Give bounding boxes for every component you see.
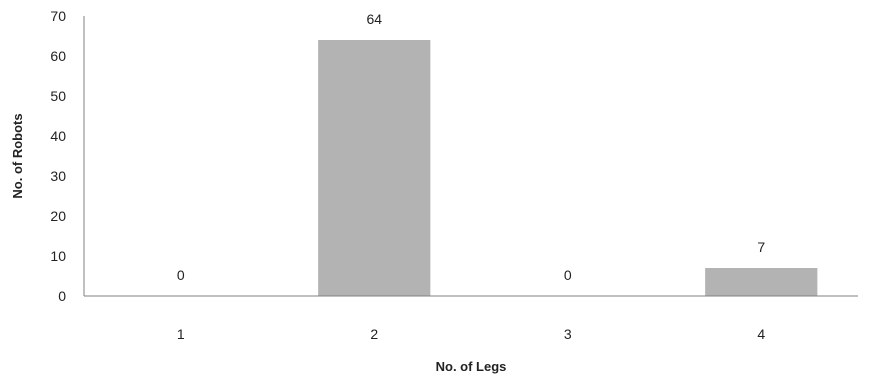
x-tick-label: 4 [757, 326, 765, 342]
bar [705, 268, 818, 296]
y-tick-label: 0 [58, 288, 66, 304]
y-tick-labels: 0 10 20 30 40 50 60 70 [50, 8, 66, 304]
x-tick-label: 2 [370, 326, 378, 342]
x-tick-labels: 1 2 3 4 [177, 326, 766, 342]
y-tick-label: 20 [50, 208, 66, 224]
y-tick-label: 30 [50, 168, 66, 184]
data-label: 0 [564, 267, 572, 283]
x-tick-label: 1 [177, 326, 185, 342]
bar [318, 40, 431, 296]
bars [318, 40, 818, 296]
x-axis-title: No. of Legs [436, 359, 507, 374]
y-tick-label: 70 [50, 8, 66, 24]
y-tick-label: 10 [50, 248, 66, 264]
data-label: 7 [757, 239, 765, 255]
data-label: 0 [177, 267, 185, 283]
y-tick-label: 40 [50, 128, 66, 144]
data-labels: 0 64 0 7 [177, 11, 766, 283]
y-tick-label: 50 [50, 88, 66, 104]
y-tick-label: 60 [50, 48, 66, 64]
y-axis-title: No. of Robots [10, 113, 25, 198]
data-label: 64 [366, 11, 382, 27]
x-tick-label: 3 [564, 326, 572, 342]
